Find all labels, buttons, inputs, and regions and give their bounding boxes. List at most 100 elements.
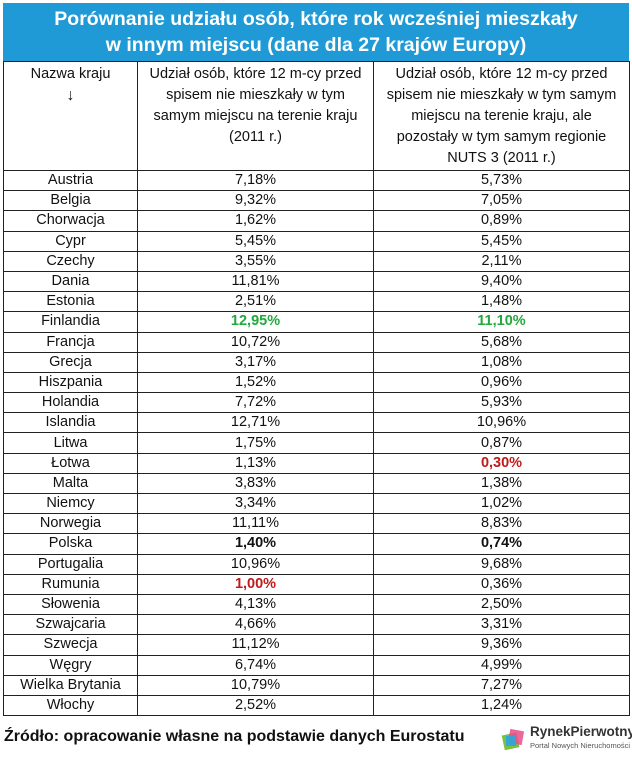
share-moved-nuts3-cell: 1,02% — [373, 492, 630, 515]
share-moved-country-cell: 7,72% — [137, 392, 374, 414]
logo-name: RynekPierwotny — [530, 724, 632, 739]
share-moved-country-cell: 11,81% — [137, 270, 374, 293]
share-moved-nuts3-cell: 7,27% — [373, 674, 630, 696]
share-moved-country-cell: 1,40% — [137, 533, 374, 555]
table-row: Łotwa 1,13% 0,30% — [3, 452, 630, 474]
country-cell: Wielka Brytania — [3, 674, 138, 696]
share-moved-nuts3-cell: 9,40% — [373, 270, 630, 293]
country-cell: Belgia — [3, 190, 138, 212]
table-row: Norwegia 11,11% 8,83% — [3, 513, 630, 535]
table-row: Holandia 7,72% 5,93% — [3, 392, 630, 414]
share-moved-nuts3-cell: 7,05% — [373, 190, 630, 212]
share-moved-nuts3-cell: 4,99% — [373, 654, 630, 676]
source-note: Źródło: opracowanie własne na podstawie … — [4, 728, 465, 745]
country-cell: Słowenia — [3, 593, 138, 616]
sort-arrow-icon: ↓ — [66, 87, 75, 104]
share-moved-country-cell: 11,11% — [137, 513, 374, 535]
table-row: Polska 1,40% 0,74% — [3, 533, 630, 555]
country-cell: Czechy — [3, 250, 138, 272]
country-cell: Holandia — [3, 392, 138, 414]
header-row: Nazwa kraju ↓ Udział osób, które 12 m-cy… — [3, 61, 630, 171]
table-title: Porównanie udziału osób, które rok wcześ… — [3, 3, 629, 61]
table-row: Węgry 6,74% 4,99% — [3, 654, 630, 676]
share-moved-nuts3-cell: 0,30% — [373, 452, 630, 474]
table-row: Hiszpania 1,52% 0,96% — [3, 371, 630, 394]
country-cell: Cypr — [3, 230, 138, 252]
share-moved-nuts3-cell: 5,93% — [373, 392, 630, 414]
country-cell: Grecja — [3, 351, 138, 373]
country-cell: Chorwacja — [3, 210, 138, 232]
share-moved-nuts3-cell: 10,96% — [373, 412, 630, 434]
table-body: Austria 7,18% 5,73% Belgia 9,32% 7,05% Chorwac… — [3, 169, 630, 717]
share-moved-nuts3-cell: 9,36% — [373, 634, 630, 656]
share-moved-country-cell: 7,18% — [137, 169, 374, 192]
table-row: Austria 7,18% 5,73% — [3, 169, 630, 192]
title-line-1: Porównanie udziału osób, które rok wcześ… — [54, 8, 578, 30]
table-row: Belgia 9,32% 7,05% — [3, 190, 630, 212]
table-row: Estonia 2,51% 1,48% — [3, 291, 630, 313]
share-moved-country-cell: 10,96% — [137, 553, 374, 575]
share-moved-nuts3-cell: 0,87% — [373, 432, 630, 454]
country-cell: Szwecja — [3, 634, 138, 656]
country-cell: Finlandia — [3, 311, 138, 333]
country-cell: Norwegia — [3, 513, 138, 535]
country-cell: Estonia — [3, 291, 138, 313]
share-moved-country-cell: 12,71% — [137, 412, 374, 434]
country-cell: Austria — [3, 169, 138, 192]
share-moved-nuts3-cell: 8,83% — [373, 513, 630, 535]
share-moved-nuts3-cell: 9,68% — [373, 553, 630, 575]
share-moved-nuts3-cell: 1,24% — [373, 694, 630, 717]
table-row: Wielka Brytania 10,79% 7,27% — [3, 674, 630, 696]
table-row: Portugalia 10,96% 9,68% — [3, 553, 630, 575]
share-moved-country-cell: 10,72% — [137, 331, 374, 353]
share-moved-country-cell: 9,32% — [137, 190, 374, 212]
column-header-country-label: Nazwa kraju — [30, 66, 111, 82]
country-cell: Szwajcaria — [3, 614, 138, 636]
table-row: Szwajcaria 4,66% 3,31% — [3, 614, 630, 636]
table-row: Szwecja 11,12% 9,36% — [3, 634, 630, 656]
table-row: Cypr 5,45% 5,45% — [3, 230, 630, 252]
column-header-country: Nazwa kraju ↓ — [3, 61, 138, 171]
share-moved-country-cell: 11,12% — [137, 634, 374, 656]
table-row: Grecja 3,17% 1,08% — [3, 351, 630, 373]
share-moved-nuts3-cell: 5,45% — [373, 230, 630, 252]
share-moved-country-cell: 1,13% — [137, 452, 374, 474]
table-row: Czechy 3,55% 2,11% — [3, 250, 630, 272]
country-cell: Węgry — [3, 654, 138, 676]
table-row: Chorwacja 1,62% 0,89% — [3, 210, 630, 232]
share-moved-nuts3-cell: 0,36% — [373, 573, 630, 595]
country-cell: Portugalia — [3, 553, 138, 575]
share-moved-nuts3-cell: 1,48% — [373, 291, 630, 313]
share-moved-country-cell: 1,62% — [137, 210, 374, 232]
country-cell: Malta — [3, 472, 138, 495]
share-moved-country-cell: 4,13% — [137, 593, 374, 616]
column-header-moved-nuts3: Udział osób, które 12 m-cy przed spisem … — [373, 61, 630, 171]
share-moved-country-cell: 10,79% — [137, 674, 374, 696]
country-cell: Dania — [3, 270, 138, 293]
share-moved-nuts3-cell: 2,50% — [373, 593, 630, 616]
share-moved-country-cell: 3,55% — [137, 250, 374, 272]
share-moved-nuts3-cell: 0,96% — [373, 371, 630, 394]
country-cell: Łotwa — [3, 452, 138, 474]
share-moved-nuts3-cell: 3,31% — [373, 614, 630, 636]
column-header-moved-country: Udział osób, które 12 m-cy przed spisem … — [137, 61, 374, 171]
country-cell: Litwa — [3, 432, 138, 454]
data-table: Nazwa kraju ↓ Udział osób, które 12 m-cy… — [3, 61, 630, 717]
share-moved-country-cell: 3,83% — [137, 472, 374, 495]
share-moved-country-cell: 12,95% — [137, 311, 374, 333]
logo-tagline: Portal Nowych Nieruchomości — [530, 741, 631, 750]
share-moved-country-cell: 2,52% — [137, 694, 374, 717]
share-moved-nuts3-cell: 5,73% — [373, 169, 630, 192]
logo-house-icon — [501, 728, 525, 751]
country-cell: Rumunia — [3, 573, 138, 595]
share-moved-country-cell: 1,00% — [137, 573, 374, 595]
share-moved-country-cell: 5,45% — [137, 230, 374, 252]
title-line-2: w innym miejscu (dane dla 27 krajów Euro… — [105, 34, 527, 56]
share-moved-nuts3-cell: 0,74% — [373, 533, 630, 555]
share-moved-country-cell: 1,52% — [137, 371, 374, 394]
share-moved-nuts3-cell: 1,08% — [373, 351, 630, 373]
country-cell: Islandia — [3, 412, 138, 434]
country-cell: Polska — [3, 533, 138, 555]
share-moved-country-cell: 2,51% — [137, 291, 374, 313]
table-row: Rumunia 1,00% 0,36% — [3, 573, 630, 595]
